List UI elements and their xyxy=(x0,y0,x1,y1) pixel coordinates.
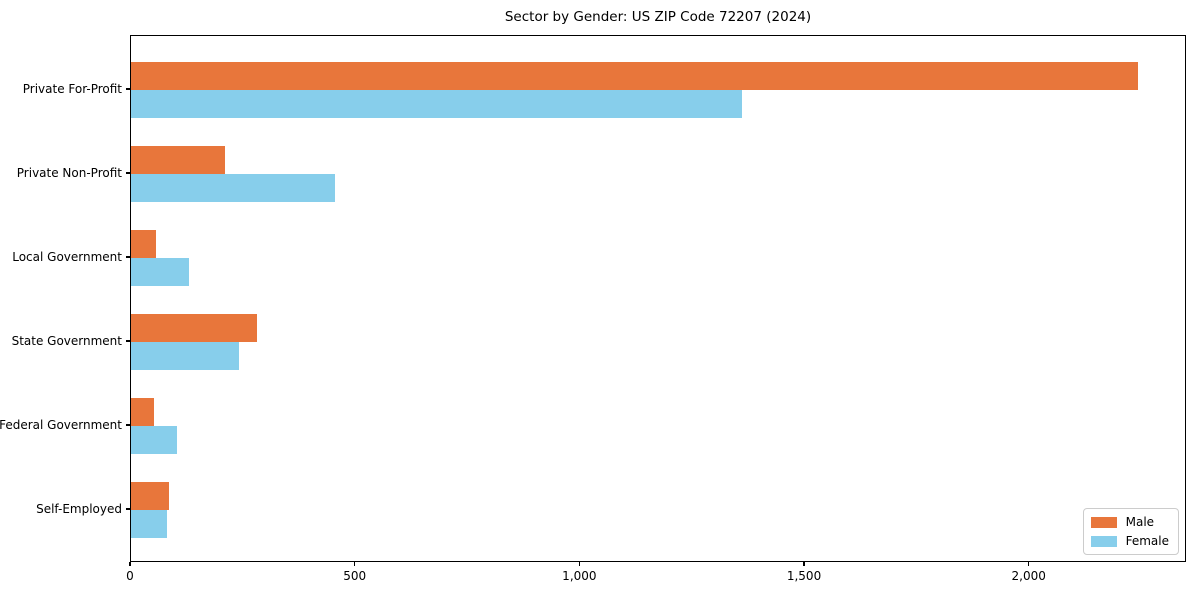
x-tick-2-000 xyxy=(1028,562,1030,566)
plot-area: Male Female xyxy=(130,35,1186,562)
y-tick-federal-government xyxy=(126,424,130,426)
legend-entry-male: Male xyxy=(1090,515,1169,529)
bar-female-local-government xyxy=(131,258,190,286)
chart-title: Sector by Gender: US ZIP Code 72207 (202… xyxy=(504,9,812,25)
bar-female-state-government xyxy=(131,342,239,370)
x-tick-0 xyxy=(129,562,131,566)
bar-female-private-non-profit xyxy=(131,174,336,202)
bar-male-local-government xyxy=(131,230,156,258)
legend-label-male: Male xyxy=(1125,515,1155,529)
y-tick-local-government xyxy=(126,256,130,258)
legend-label-female: Female xyxy=(1125,534,1169,548)
legend: Male Female xyxy=(1082,508,1179,555)
legend-swatch-male xyxy=(1090,516,1117,528)
legend-swatch-female xyxy=(1090,535,1117,547)
x-tick-500 xyxy=(354,562,356,566)
x-tick-label-1-500: 1,500 xyxy=(786,569,822,583)
y-tick-private-non-profit xyxy=(126,172,130,174)
bar-male-private-non-profit xyxy=(131,146,226,174)
x-tick-label-500: 500 xyxy=(343,569,367,583)
y-tick-self-employed xyxy=(126,508,130,510)
bar-male-state-government xyxy=(131,314,257,342)
y-tick-label-private-non-profit: Private Non-Profit xyxy=(16,166,122,180)
bar-female-federal-government xyxy=(131,426,178,454)
x-tick-label-0: 0 xyxy=(126,569,134,583)
y-tick-label-local-government: Local Government xyxy=(12,250,122,264)
x-tick-1-000 xyxy=(578,562,580,566)
y-tick-private-for-profit xyxy=(126,88,130,90)
bar-male-self-employed xyxy=(131,482,170,510)
y-tick-label-private-for-profit: Private For-Profit xyxy=(22,82,122,96)
bar-female-private-for-profit xyxy=(131,90,743,118)
legend-entry-female: Female xyxy=(1090,534,1169,548)
x-tick-1-500 xyxy=(803,562,805,566)
y-tick-state-government xyxy=(126,340,130,342)
y-tick-label-state-government: State Government xyxy=(11,334,122,348)
bar-male-private-for-profit xyxy=(131,62,1138,90)
y-tick-label-federal-government: Federal Government xyxy=(0,418,122,432)
bar-female-self-employed xyxy=(131,510,167,538)
bar-male-federal-government xyxy=(131,398,155,426)
x-tick-label-1-000: 1,000 xyxy=(562,569,597,583)
y-tick-label-self-employed: Self-Employed xyxy=(36,502,122,516)
x-tick-label-2-000: 2,000 xyxy=(1011,569,1046,583)
